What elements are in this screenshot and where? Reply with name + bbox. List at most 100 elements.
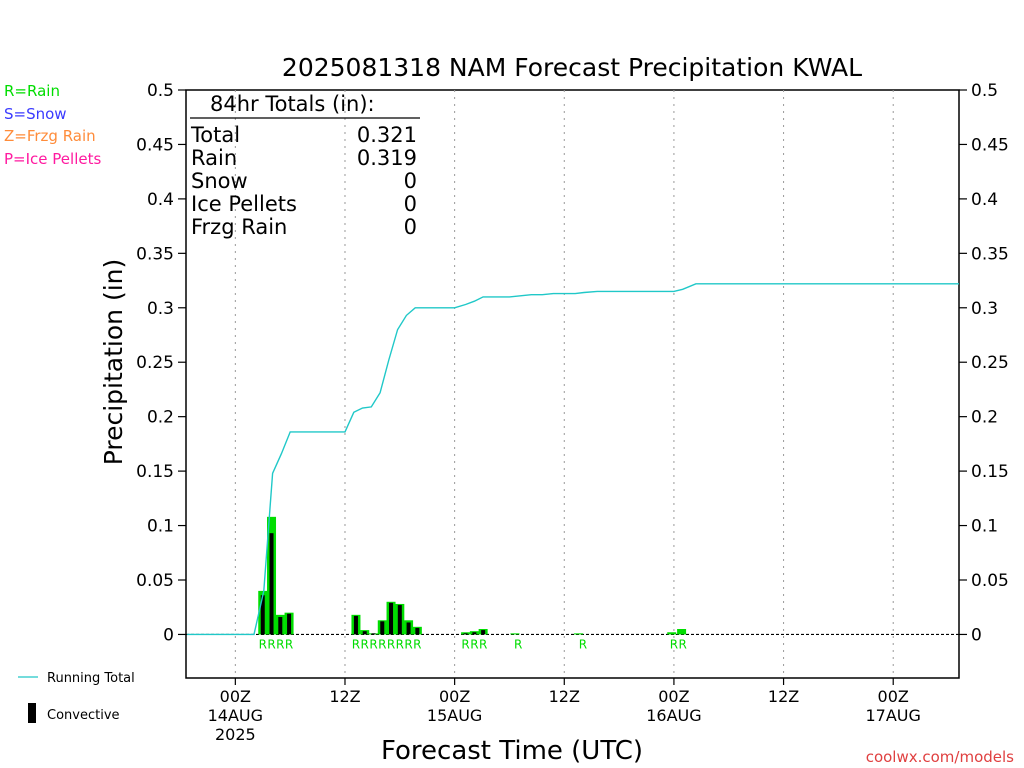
totals-row-value: 0.321 [357,123,417,147]
precip-type-legend: R=Rain S=Snow Z=Frzg Rain P=Ice Pellets [4,82,101,168]
legend-rain: R=Rain [4,82,60,100]
x-tick-label: 16AUG [646,706,701,725]
x-tick-label: 00Z [439,687,470,706]
convective-bar [472,632,477,635]
precip-type-letter: R [378,637,386,651]
precip-type-letter: R [267,637,275,651]
totals-row-value: 0.319 [357,146,417,170]
convective-bar [380,621,385,635]
convective-bar [389,602,394,635]
legend-frzg-rain: Z=Frzg Rain [4,127,96,145]
x-tick-label: 2025 [215,725,256,744]
y-tick-label-right: 0.05 [971,571,1009,591]
convective-bar [260,595,265,635]
precip-type-letter: R [579,637,587,651]
precip-type-letter: R [670,637,678,651]
x-tick-label: 00Z [878,687,909,706]
running-total-line [187,283,959,636]
convective-bar [269,533,274,635]
convective-bar [287,613,292,635]
x-axis-label: Forecast Time (UTC) [381,736,643,766]
convective-legend-swatch [28,703,36,723]
y-tick-label-right: 0.5 [971,81,998,101]
precip-type-letter: R [413,637,421,651]
y-tick-label-left: 0.25 [136,353,174,373]
convective-bar [362,631,367,635]
rain-bar [574,633,584,635]
convective-bar [353,615,358,635]
totals-row-value: 0 [404,169,417,193]
chart-title: 2025081318 NAM Forecast Precipitation KW… [282,53,862,82]
x-tick-label: 00Z [220,687,251,706]
y-tick-label-left: 0.45 [136,135,174,155]
y-tick-label-right: 0.15 [971,462,1009,482]
convective-bar [481,630,486,635]
y-tick-label-right: 0 [971,625,982,645]
totals-row-label: Snow [191,169,248,193]
convective-bar [397,605,402,635]
convective-legend-label: Convective [47,708,120,723]
precip-type-letter: R [461,637,469,651]
rain-bar [510,633,520,635]
totals-box: 84hr Totals (in): Total 0.321 Rain 0.319 Sno… [190,92,420,239]
y-tick-label-left: 0.2 [147,408,174,428]
y-tick-label-right: 0.3 [971,299,998,319]
y-tick-label-left: 0.3 [147,299,174,319]
x-tick-label: 12Z [549,687,580,706]
legend-ice-pellets: P=Ice Pellets [4,150,101,168]
gridlines [186,90,959,678]
precip-type-letter: R [514,637,522,651]
y-axis-label: Precipitation (in) [99,259,128,466]
x-tick-label: 14AUG [208,706,263,725]
y-tick-label-left: 0.05 [136,571,174,591]
convective-bar [463,633,468,635]
totals-row-label: Total [190,123,240,147]
totals-row-label: Rain [191,146,237,170]
precip-type-letter: R [276,637,284,651]
x-tick-label: 12Z [768,687,799,706]
convective-bar [278,617,283,635]
precip-type-letter: R [361,637,369,651]
convective-bar [415,627,420,635]
convective-bar [406,622,411,635]
rain-bar [667,632,677,635]
precip-type-letter: R [259,637,267,651]
y-tick-label-right: 0.25 [971,353,1009,373]
precip-type-letter: R [679,637,687,651]
totals-row-label: Ice Pellets [191,192,297,216]
precip-type-letter: R [479,637,487,651]
precip-bars [258,516,687,635]
y-tick-label-left: 0.15 [136,462,174,482]
x-tick-label: 00Z [658,687,689,706]
y-tick-label-left: 0.1 [147,517,174,537]
precip-type-letter: R [369,637,377,651]
x-tick-label: 17AUG [866,706,921,725]
credit-text: coolwx.com/models [866,748,1014,766]
totals-heading: 84hr Totals (in): [210,92,375,116]
y-tick-label-right: 0.35 [971,244,1009,264]
precip-type-letter: R [470,637,478,651]
precip-type-letter: R [387,637,395,651]
totals-row-value: 0 [404,215,417,239]
running-total-legend-label: Running Total [47,671,135,686]
y-axis-ticks: 0 00.05 0.050.1 0.10.15 0.150.2 0.20.25 0.250.… [136,81,1009,645]
rain-bar [677,629,687,635]
y-tick-label-right: 0.1 [971,517,998,537]
y-tick-label-right: 0.2 [971,408,998,428]
totals-row-value: 0 [404,192,417,216]
precip-type-letter: R [404,637,412,651]
y-tick-label-left: 0.5 [147,81,174,101]
totals-row-label: Frzg Rain [191,215,287,239]
y-tick-label-left: 0.4 [147,190,174,210]
y-tick-label-left: 0 [163,625,174,645]
running-total-series [187,283,959,636]
x-tick-label: 12Z [329,687,360,706]
y-tick-label-left: 0.35 [136,244,174,264]
legend-snow: S=Snow [4,105,67,123]
plot-frame [185,89,960,679]
precip-type-letter: R [352,637,360,651]
x-tick-label: 15AUG [427,706,482,725]
